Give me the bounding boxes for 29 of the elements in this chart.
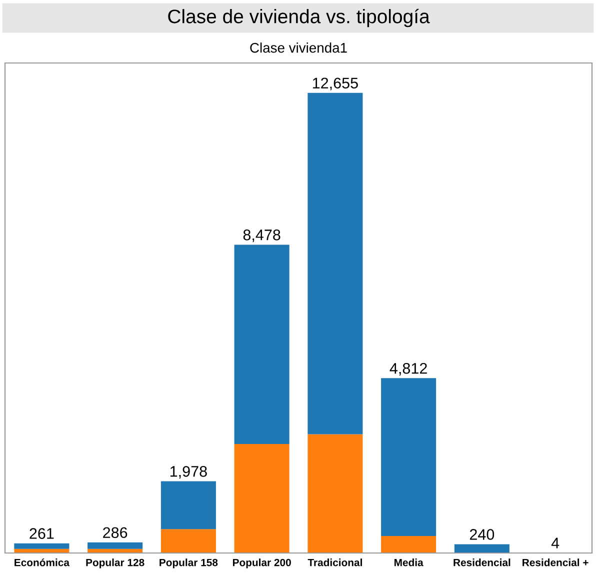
- annotation: 261: [30, 528, 54, 539]
- x-tick-label: Tradicional: [308, 558, 362, 566]
- annotation: 1,978: [170, 466, 207, 479]
- bar: [160, 529, 216, 553]
- bar: [454, 544, 510, 553]
- annotation: 286: [103, 527, 128, 538]
- bar: [234, 444, 290, 553]
- x-tick-label: Popular 128: [86, 558, 144, 568]
- x-tick-label: Popular 158: [160, 558, 218, 568]
- bar: [88, 542, 143, 549]
- annotation: 240: [470, 529, 494, 540]
- annotation: 12,655: [312, 78, 358, 90]
- bar: [160, 481, 216, 530]
- bar: [234, 244, 290, 444]
- x-tick-label: Económica: [14, 558, 70, 566]
- chart-title: Clase de vivienda vs. tipología: [168, 8, 430, 28]
- x-tick-label: Media: [394, 558, 424, 566]
- annotation: 4: [551, 538, 560, 548]
- bar: [381, 378, 436, 536]
- bar: [381, 536, 436, 553]
- bar: [308, 92, 363, 434]
- annotation: 4,812: [390, 362, 427, 376]
- x-tick-label: Residencial +: [522, 558, 588, 566]
- bar: [308, 434, 363, 553]
- x-tick-label: Popular 200: [232, 558, 291, 568]
- chart-subtitle: Clase vivienda1: [250, 42, 347, 53]
- bar: [14, 543, 70, 549]
- annotation: 8,478: [243, 230, 280, 242]
- x-tick-label: Residencial: [454, 558, 510, 566]
